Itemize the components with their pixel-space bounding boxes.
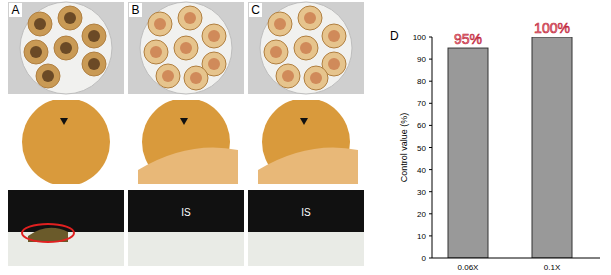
y-tick-label: 0 bbox=[422, 254, 427, 263]
fruit-slice bbox=[276, 64, 300, 88]
fruit-slice bbox=[58, 6, 82, 30]
y-tick-label: 60 bbox=[417, 121, 426, 130]
closeup bbox=[128, 100, 244, 184]
petri-dish bbox=[20, 2, 112, 94]
y-axis-label: Control value (%) bbox=[399, 113, 409, 183]
slice-center bbox=[190, 72, 202, 84]
slice-center bbox=[162, 70, 174, 82]
closeup-disc bbox=[22, 100, 110, 184]
closeup bbox=[248, 100, 364, 184]
fruit-slice bbox=[202, 24, 226, 48]
y-axis bbox=[432, 37, 433, 258]
annotation: IS bbox=[181, 207, 191, 218]
label-box bbox=[129, 3, 142, 17]
panel-label: A bbox=[11, 3, 19, 17]
slice-center bbox=[42, 70, 54, 82]
marker-arrow bbox=[300, 118, 308, 125]
y-tick-label: 90 bbox=[417, 55, 426, 64]
closeup-area bbox=[258, 148, 358, 185]
annotation: IS bbox=[301, 207, 311, 218]
slice-center bbox=[88, 30, 100, 42]
bar bbox=[532, 37, 572, 258]
fruit-slice bbox=[304, 66, 328, 90]
data-label: 100% bbox=[534, 20, 570, 36]
fruit-slice bbox=[174, 36, 198, 60]
y-tick-label: 40 bbox=[417, 166, 426, 175]
slice-center bbox=[310, 72, 322, 84]
fruit-slice bbox=[144, 40, 168, 64]
fruit-slice bbox=[268, 12, 292, 36]
marker-arrow bbox=[180, 118, 188, 125]
photo-background bbox=[128, 2, 244, 94]
slice-center bbox=[208, 30, 220, 42]
slice-center bbox=[282, 70, 294, 82]
slice-center bbox=[328, 58, 340, 70]
photo-background bbox=[248, 2, 364, 94]
slice-center bbox=[208, 58, 220, 70]
fruit-slice bbox=[54, 36, 78, 60]
section-bg bbox=[248, 190, 364, 266]
y-tick-label: 30 bbox=[417, 188, 426, 197]
fruit-slice bbox=[28, 12, 52, 36]
section-tissue bbox=[128, 232, 244, 266]
section-bg bbox=[8, 190, 124, 266]
bars bbox=[448, 37, 572, 258]
section-bg bbox=[128, 190, 244, 266]
fruit-slice bbox=[178, 6, 202, 30]
slice-center bbox=[64, 12, 76, 24]
label-box bbox=[9, 3, 22, 17]
petri-dish bbox=[140, 2, 232, 94]
bar bbox=[448, 48, 488, 258]
panel-label: B bbox=[131, 3, 139, 17]
y-tick-label: 70 bbox=[417, 99, 426, 108]
fruit-slice bbox=[156, 64, 180, 88]
data-label: 95% bbox=[454, 31, 482, 47]
y-tick-label: 80 bbox=[417, 77, 426, 86]
slice-center bbox=[304, 12, 316, 24]
slice-center bbox=[154, 18, 166, 30]
marker-arrow bbox=[60, 118, 68, 125]
closeup bbox=[8, 100, 124, 184]
fruit-slice bbox=[148, 12, 172, 36]
fruit-slice bbox=[82, 24, 106, 48]
photo-panel: A bbox=[8, 2, 124, 266]
y-tick-label: 20 bbox=[417, 210, 426, 219]
photo-background bbox=[8, 2, 124, 94]
fruit-slice bbox=[322, 24, 346, 48]
y-tick-label: 10 bbox=[417, 232, 426, 241]
label-box bbox=[249, 3, 262, 17]
lesion-circle bbox=[22, 224, 74, 242]
slice-center bbox=[88, 58, 100, 70]
fruit-slice bbox=[298, 6, 322, 30]
slice-center bbox=[300, 42, 312, 54]
slice-center bbox=[34, 18, 46, 30]
x-tick-label: 0.1X bbox=[544, 263, 561, 272]
fruit-slice bbox=[36, 64, 60, 88]
figure: A B IS C IS D Control value (%) 0 10 20 30 40 50 60 70… bbox=[0, 0, 611, 275]
fruit-slice bbox=[264, 40, 288, 64]
petri-dish bbox=[260, 2, 352, 94]
slice-center bbox=[184, 12, 196, 24]
photo-panel: B IS bbox=[128, 2, 244, 266]
slice-center bbox=[180, 42, 192, 54]
y-tick-label: 50 bbox=[417, 144, 426, 153]
slice-center bbox=[328, 30, 340, 42]
panel-label: C bbox=[251, 3, 260, 17]
slice-center bbox=[30, 46, 42, 58]
photo-panel: C IS bbox=[248, 2, 364, 266]
panel-label: D bbox=[390, 29, 399, 43]
y-tick-label: 100 bbox=[413, 33, 427, 42]
slice-center bbox=[150, 46, 162, 58]
fruit-slice bbox=[184, 66, 208, 90]
fruit-slice bbox=[24, 40, 48, 64]
slice-center bbox=[274, 18, 286, 30]
x-tick-label: 0.06X bbox=[458, 263, 480, 272]
fruit-slice bbox=[294, 36, 318, 60]
closeup-area bbox=[138, 148, 238, 185]
fruit-slice bbox=[82, 52, 106, 76]
x-axis bbox=[432, 258, 600, 259]
slice-center bbox=[270, 46, 282, 58]
section-tissue bbox=[248, 232, 364, 266]
slice-center bbox=[60, 42, 72, 54]
